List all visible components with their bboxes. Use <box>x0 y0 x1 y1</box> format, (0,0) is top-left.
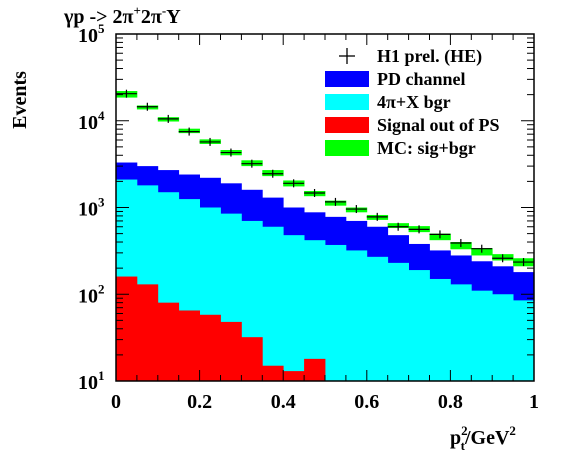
data-point <box>178 127 200 136</box>
y-tick-label: 105 <box>78 21 105 47</box>
y-tick-label: 103 <box>78 195 105 221</box>
data-point <box>387 222 409 231</box>
signal-out-of-ps-bin <box>157 302 180 381</box>
y-axis-title: Events <box>9 71 31 129</box>
data-point <box>220 148 242 157</box>
legend-entry: MC: sig+bgr <box>325 138 476 158</box>
legend-label: H1 prel. (HE) <box>377 46 482 67</box>
signal-out-of-ps-bin <box>304 358 326 381</box>
4-x-bgr-bin <box>471 290 493 381</box>
4-x-bgr-bin <box>283 235 305 381</box>
data-point <box>429 230 451 239</box>
signal-out-of-ps-bin <box>178 310 200 381</box>
legend-entry: Signal out of PS <box>325 115 500 135</box>
data-point <box>471 244 493 253</box>
signal-out-of-ps-bin <box>241 337 263 381</box>
data-point <box>408 225 430 234</box>
4-x-bgr-bin <box>450 284 472 381</box>
y-tick-labels: 101 102 103 104 105 <box>78 21 105 394</box>
4-x-bgr-bin <box>304 240 326 381</box>
4-x-bgr-bin <box>408 270 430 381</box>
4-x-bgr-bin <box>387 262 409 381</box>
x-axis-title: p2 t/GeV2 <box>450 423 516 453</box>
data-point <box>283 179 305 188</box>
legend-entry: H1 prel. (HE) <box>339 46 482 67</box>
x-tick-label: 0.2 <box>187 391 212 413</box>
data-point <box>325 197 346 206</box>
4-x-bgr-bin <box>345 250 368 381</box>
data-point <box>492 254 514 263</box>
y-tick-label: 102 <box>78 281 105 307</box>
x-tick-label: 1 <box>529 391 539 413</box>
x-tick-labels: 0 0.2 0.4 0.6 0.8 1 <box>111 391 539 413</box>
x-tick-label: 0.4 <box>271 391 296 413</box>
axis-ticks <box>115 34 535 382</box>
legend-label: PD channel <box>377 69 466 89</box>
4-x-bgr-bin <box>492 294 514 381</box>
x-tick-label: 0 <box>111 391 121 413</box>
data-points <box>116 89 534 267</box>
4-x-bgr-bin <box>513 300 535 381</box>
data-point <box>241 159 263 168</box>
data-point <box>366 212 388 221</box>
data-point <box>116 89 137 98</box>
4-x-bgr-bin <box>366 256 389 381</box>
signal-out-of-ps-bin <box>220 321 242 381</box>
4-x-bgr-bin <box>262 226 284 381</box>
signal-out-of-ps-bin <box>136 284 159 381</box>
legend-label: 4π+X bgr <box>377 92 451 112</box>
legend-label: Signal out of PS <box>377 115 500 135</box>
legend: H1 prel. (HE)PD channel 4π+X bgr Signal ou… <box>325 46 500 158</box>
y-tick-label: 104 <box>78 108 105 134</box>
data-point <box>199 137 221 146</box>
data-point <box>262 169 284 178</box>
legend-entry: 4π+X bgr <box>325 92 451 112</box>
data-point <box>136 102 158 111</box>
chart-title: γp -> 2π+2π-Y <box>63 3 181 28</box>
data-point <box>304 188 325 197</box>
4-x-bgr-bin <box>429 278 451 381</box>
legend-swatch <box>325 117 369 133</box>
data-point <box>345 205 367 214</box>
legend-label: MC: sig+bgr <box>377 138 476 158</box>
x-tick-label: 0.6 <box>354 391 379 413</box>
data-point <box>450 238 472 247</box>
signal-out-of-ps-bin <box>283 371 305 381</box>
x-tick-label: 0.8 <box>438 391 463 413</box>
legend-swatch <box>325 94 369 110</box>
data-point <box>157 114 179 123</box>
legend-entry: PD channel <box>325 69 466 89</box>
4-x-bgr-bin <box>325 244 347 381</box>
y-tick-label: 101 <box>78 368 105 394</box>
signal-out-of-ps-bin <box>199 314 221 381</box>
legend-swatch <box>325 140 369 156</box>
legend-swatch <box>325 71 369 87</box>
signal-out-of-ps-bin <box>262 365 284 381</box>
data-point <box>513 258 534 267</box>
